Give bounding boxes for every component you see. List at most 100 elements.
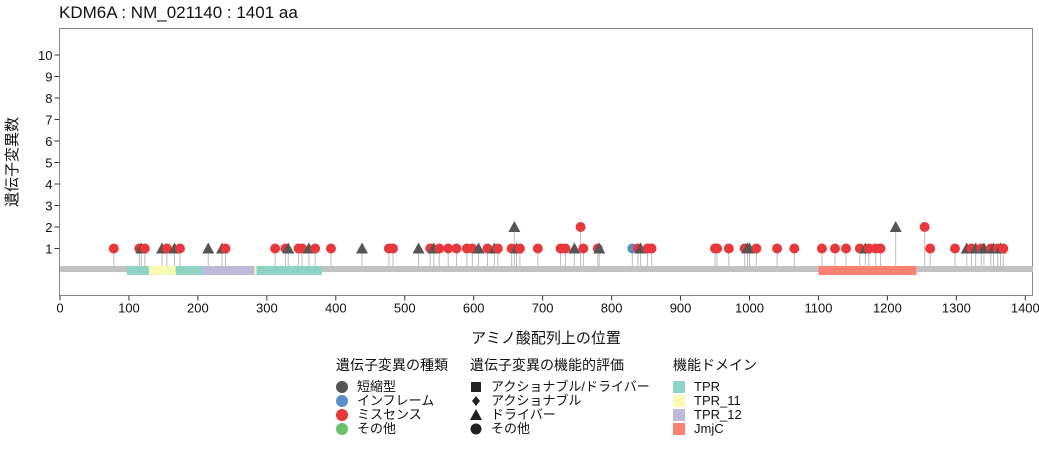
tpr-11-swatch bbox=[673, 395, 685, 407]
mutation-marker-missense bbox=[925, 243, 936, 254]
domain-tpr-11 bbox=[148, 266, 176, 275]
mutation-marker-missense bbox=[830, 243, 841, 254]
mutation-marker-truncating bbox=[593, 242, 606, 254]
mutation-marker-missense bbox=[875, 243, 886, 254]
diamond-icon bbox=[472, 396, 480, 406]
tpr-swatch bbox=[673, 381, 685, 393]
x-axis: 0 100 200 300 400 500 600 700 800 900 1000 1100 1200… bbox=[56, 295, 1039, 316]
mutation-marker-missense bbox=[161, 243, 172, 254]
inframe-swatch bbox=[336, 395, 348, 407]
legend-label: アクショナブル/ドライバー bbox=[491, 379, 650, 394]
marker-layer bbox=[108, 221, 1009, 254]
mutation-marker-missense bbox=[578, 243, 589, 254]
legend-item-tpr-12: TPR_12 bbox=[673, 408, 757, 422]
legend-mutation-type: 遺伝子変異の種類 短縮型 インフレーム ミスセンス その他 bbox=[336, 358, 448, 436]
mutation-marker-missense bbox=[514, 243, 525, 254]
x-tick-label: 1200 bbox=[873, 301, 902, 316]
legend-label: その他 bbox=[357, 421, 397, 436]
mutation-marker-missense bbox=[139, 243, 150, 254]
domain-tpr bbox=[175, 266, 203, 275]
legend-mutation-type-title: 遺伝子変異の種類 bbox=[336, 357, 448, 373]
y-axis: 1 2 3 4 5 6 7 8 9 10 bbox=[38, 48, 60, 257]
mutation-marker-truncating bbox=[202, 242, 215, 254]
mutation-marker-missense bbox=[949, 243, 960, 254]
y-tick-label: 9 bbox=[45, 70, 52, 85]
mutation-marker-missense bbox=[998, 243, 1009, 254]
mutation-marker-missense bbox=[723, 243, 734, 254]
missense-swatch bbox=[336, 409, 348, 421]
mutation-marker-missense bbox=[751, 243, 762, 254]
y-tick-label: 5 bbox=[45, 156, 52, 171]
mutation-marker-missense bbox=[325, 243, 336, 254]
mutation-marker-missense bbox=[575, 222, 586, 232]
y-axis-title: 遺伝子変異数 bbox=[4, 117, 21, 207]
other-swatch bbox=[336, 423, 348, 435]
x-tick-label: 400 bbox=[325, 301, 347, 316]
domain-tpr bbox=[126, 266, 149, 275]
x-tick-label: 900 bbox=[670, 301, 692, 316]
legend-label: TPR_12 bbox=[694, 407, 742, 422]
x-axis-title: アミノ酸配列上の位置 bbox=[471, 330, 621, 347]
lollipop-chart: KDM6A : NM_021140 : 1401 aa 0 100 200 300 40… bbox=[4, 3, 1039, 347]
y-tick-label: 3 bbox=[45, 199, 52, 214]
mutation-marker-missense bbox=[220, 243, 231, 254]
legend-item-tpr-11: TPR_11 bbox=[673, 394, 757, 408]
x-tick-label: 1300 bbox=[942, 301, 971, 316]
domain-tpr-11 bbox=[254, 266, 257, 275]
mutation-marker-truncating bbox=[889, 221, 902, 232]
x-tick-label: 300 bbox=[256, 301, 278, 316]
square-icon bbox=[471, 382, 481, 392]
legend-functional-domain: 機能ドメイン TPR TPR_11 TPR_12 JmjC bbox=[673, 358, 757, 436]
mutation-marker-missense bbox=[789, 243, 800, 254]
mutation-marker-missense bbox=[492, 243, 503, 254]
legend-label: ミスセンス bbox=[357, 407, 422, 422]
mutation-marker-missense bbox=[712, 243, 723, 254]
truncating-swatch bbox=[336, 381, 348, 393]
y-tick-label: 6 bbox=[45, 134, 52, 149]
mutation-marker-missense bbox=[434, 243, 445, 254]
mutation-marker-missense bbox=[388, 243, 399, 254]
legend-item-function-other: その他 bbox=[470, 422, 650, 436]
mutation-marker-missense bbox=[841, 243, 852, 254]
legend-item-actionable-driver: アクショナブル/ドライバー bbox=[470, 380, 650, 394]
domain-jmjc bbox=[818, 266, 917, 275]
mutation-marker-missense bbox=[443, 243, 454, 254]
x-tick-label: 200 bbox=[187, 301, 209, 316]
y-tick-label: 7 bbox=[45, 113, 52, 128]
plot-area bbox=[59, 28, 1033, 296]
mutation-marker-truncating bbox=[282, 242, 295, 254]
x-tick-label: 1400 bbox=[1011, 301, 1039, 316]
mutation-marker-truncating bbox=[412, 242, 425, 254]
mutation-marker-missense bbox=[108, 243, 119, 254]
legend-item-actionable: アクショナブル bbox=[470, 394, 650, 408]
mutation-marker-missense bbox=[174, 243, 185, 254]
protein-backbone bbox=[60, 266, 1033, 272]
mutation-marker-truncating bbox=[568, 242, 581, 254]
y-tick-label: 2 bbox=[45, 220, 52, 235]
mutation-marker-truncating bbox=[472, 242, 485, 254]
y-tick-label: 1 bbox=[45, 242, 52, 257]
legend-label: インフレーム bbox=[357, 393, 435, 408]
legend-label: ドライバー bbox=[491, 407, 556, 422]
x-tick-label: 500 bbox=[394, 301, 416, 316]
legend-item-other: その他 bbox=[336, 422, 448, 436]
legend-item-driver: ドライバー bbox=[470, 408, 650, 422]
domain-layer bbox=[60, 266, 1033, 275]
y-tick-label: 10 bbox=[38, 48, 52, 63]
mutation-marker-missense bbox=[451, 243, 462, 254]
y-tick-label: 8 bbox=[45, 91, 52, 106]
legend-item-tpr: TPR bbox=[673, 380, 757, 394]
mutation-marker-missense bbox=[863, 243, 874, 254]
x-tick-label: 700 bbox=[532, 301, 554, 316]
mutation-marker-truncating bbox=[508, 221, 521, 232]
mutation-marker-missense bbox=[646, 243, 657, 254]
chart-title: KDM6A : NM_021140 : 1401 aa bbox=[59, 3, 298, 22]
x-tick-label: 600 bbox=[463, 301, 485, 316]
x-tick-label: 0 bbox=[56, 301, 63, 316]
domain-tpr-12 bbox=[202, 266, 255, 275]
legend-label: アクショナブル bbox=[491, 393, 582, 408]
x-tick-label: 1100 bbox=[804, 301, 832, 316]
legend-label: その他 bbox=[491, 421, 531, 436]
legend-functional-evaluation-title: 遺伝子変異の機能的評価 bbox=[470, 357, 624, 373]
mutation-marker-missense bbox=[310, 243, 321, 254]
